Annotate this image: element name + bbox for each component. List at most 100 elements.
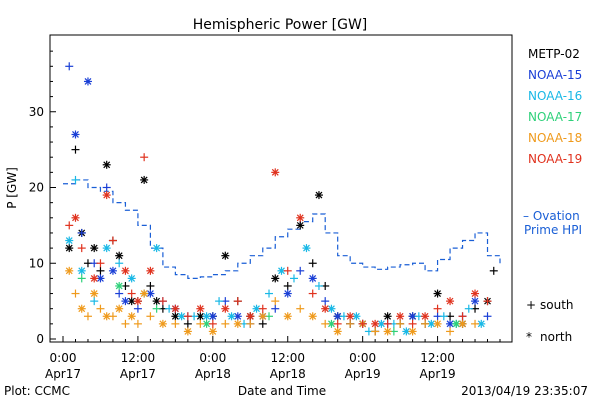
data-point: [289, 274, 298, 283]
data-point: [296, 221, 305, 230]
point-stroke: [259, 312, 267, 320]
data-point: [77, 244, 86, 253]
point-stroke: [477, 320, 485, 328]
point-stroke: [352, 312, 360, 320]
point-stroke: [328, 320, 335, 328]
point-stroke: [296, 214, 304, 222]
point-stroke: [209, 312, 217, 320]
data-point: [321, 297, 330, 306]
data-point: [208, 327, 217, 336]
x-tick-time: 12:00: [270, 351, 305, 365]
data-point: [458, 312, 467, 321]
data-point: [258, 304, 267, 313]
point-stroke: [122, 297, 129, 305]
point-stroke: [153, 297, 161, 305]
point-stroke: [128, 297, 136, 305]
data-point: [283, 266, 292, 275]
data-point: [115, 251, 124, 260]
data-point: [127, 274, 136, 283]
data-point: [333, 319, 342, 328]
point-stroke: [196, 312, 204, 320]
legend-entry: METP-02: [528, 47, 580, 61]
data-point: [358, 319, 367, 328]
data-point: [252, 304, 261, 313]
point-stroke: [284, 290, 292, 297]
data-point: [246, 312, 255, 321]
data-point: [108, 312, 117, 321]
point-stroke: [203, 320, 211, 328]
data-point: [183, 319, 192, 328]
data-point: [65, 62, 74, 71]
data-point: [146, 266, 155, 275]
data-point: [408, 327, 417, 336]
data-point: [158, 297, 167, 306]
data-point: [446, 297, 455, 306]
marker-legend: + south * north: [526, 298, 574, 344]
data-point: [133, 304, 142, 313]
data-point: [308, 289, 317, 298]
ovation-label-line2: Prime HPI: [524, 223, 582, 237]
y-axis: 0 10 20 30: [29, 50, 56, 346]
data-point: [215, 297, 224, 306]
data-point: [408, 319, 417, 328]
point-stroke: [471, 297, 479, 305]
point-stroke: [134, 297, 142, 305]
data-point: [83, 77, 92, 86]
data-point: [283, 289, 292, 298]
point-stroke: [72, 131, 79, 138]
data-point: [308, 259, 317, 268]
point-stroke: [171, 305, 179, 313]
legend-entry: NOAA-19: [528, 152, 582, 166]
point-stroke: [115, 282, 123, 290]
data-point: [102, 191, 111, 200]
point-stroke: [434, 290, 441, 297]
footer-right: 2013/04/19 23:35:07: [461, 384, 588, 398]
x-tick-date: Apr19: [345, 367, 381, 381]
point-stroke: [253, 305, 260, 313]
data-point: [221, 319, 230, 328]
point-stroke: [122, 267, 129, 275]
data-point: [171, 319, 180, 328]
point-stroke: [409, 312, 417, 320]
y-tick-label: 30: [29, 105, 44, 119]
data-point: [271, 274, 280, 283]
data-point: [408, 312, 417, 321]
data-point: [71, 130, 80, 139]
data-point: [271, 304, 280, 313]
data-point: [146, 281, 155, 290]
data-point: [402, 327, 411, 336]
x-tick-time: 0:00: [199, 351, 226, 365]
data-point: [321, 304, 330, 313]
data-point: [333, 327, 342, 336]
data-point: [383, 312, 392, 321]
marker-symbol: +: [526, 298, 536, 312]
data-point: [171, 304, 180, 313]
data-point: [221, 251, 230, 260]
point-stroke: [65, 244, 73, 252]
data-point: [71, 175, 80, 184]
data-point: [102, 244, 111, 253]
data-point: [471, 319, 480, 328]
point-stroke: [78, 267, 86, 275]
data-point: [140, 153, 149, 162]
data-point: [233, 297, 242, 306]
data-point: [196, 304, 205, 313]
satellite-points: [65, 62, 498, 336]
x-tick-date: Apr17: [45, 367, 81, 381]
data-point: [183, 312, 192, 321]
data-point: [121, 297, 130, 306]
data-point: [421, 312, 430, 321]
point-stroke: [103, 161, 111, 169]
data-point: [489, 266, 498, 275]
point-stroke: [271, 274, 279, 282]
data-point: [65, 266, 74, 275]
data-point: [133, 297, 142, 306]
data-point: [433, 304, 442, 313]
data-point: [302, 244, 311, 253]
point-stroke: [421, 312, 429, 320]
x-tick-date: Apr18: [270, 367, 306, 381]
data-point: [140, 289, 149, 298]
data-point: [102, 160, 111, 169]
point-stroke: [371, 320, 379, 328]
